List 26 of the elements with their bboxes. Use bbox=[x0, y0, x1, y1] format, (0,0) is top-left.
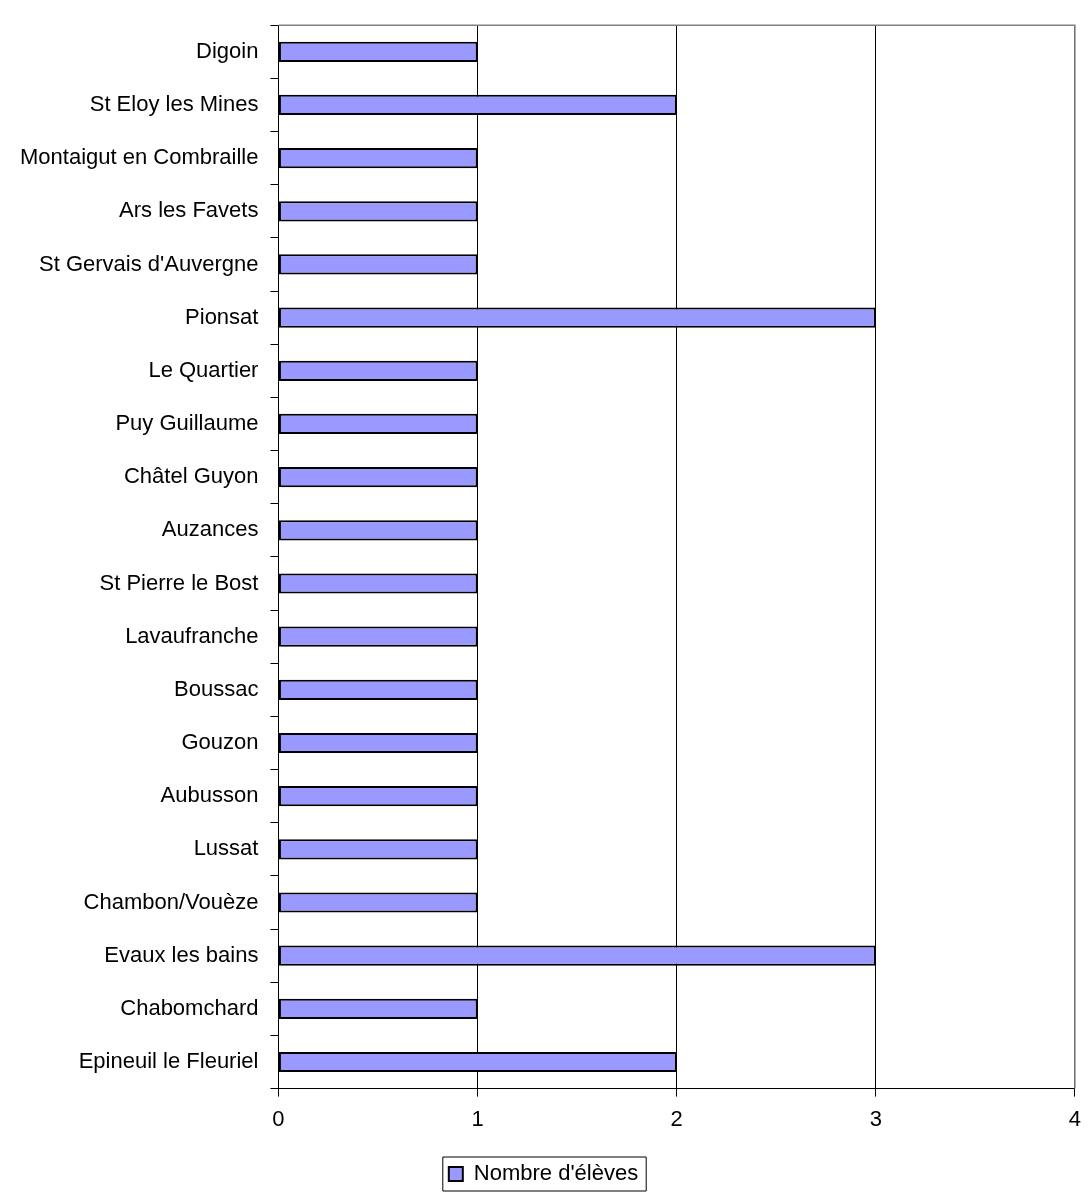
y-tick-label: Auzances bbox=[161, 516, 259, 542]
x-tick-label: 1 bbox=[471, 1105, 484, 1131]
y-tick-label: St Gervais d'Auvergne bbox=[39, 250, 259, 276]
y-tick-label: Epineuil le Fleuriel bbox=[78, 1048, 259, 1074]
y-tick-label: Boussac bbox=[174, 675, 259, 701]
x-tick-label: 3 bbox=[869, 1105, 882, 1131]
y-tick-label: St Eloy les Mines bbox=[89, 91, 259, 117]
y-tick-label: Aubusson bbox=[160, 782, 259, 808]
y-tick-label: Montaigut en Combraille bbox=[19, 144, 259, 170]
x-tick-label: 4 bbox=[1068, 1105, 1082, 1131]
x-tick-label: 2 bbox=[670, 1105, 683, 1131]
legend-label: Nombre d'élèves bbox=[473, 1160, 639, 1186]
y-tick-label: Chambon/Vouèze bbox=[83, 888, 259, 914]
y-tick-label: Le Quartier bbox=[148, 356, 259, 382]
y-tick-label: Lavaufranche bbox=[125, 622, 259, 648]
y-tick-label: Pionsat bbox=[185, 303, 259, 329]
y-tick-label: Evaux les bains bbox=[104, 941, 259, 967]
y-tick-label: Digoin bbox=[196, 37, 259, 63]
y-tick-label: Lussat bbox=[193, 835, 259, 861]
y-tick-label: Chabomchard bbox=[120, 994, 259, 1020]
y-tick-label: Ars les Favets bbox=[119, 197, 259, 223]
y-tick-label: Gouzon bbox=[181, 729, 259, 755]
y-tick-label: Châtel Guyon bbox=[123, 463, 259, 489]
x-tick-label: 0 bbox=[272, 1105, 285, 1131]
y-tick-label: St Pierre le Bost bbox=[99, 569, 259, 595]
y-tick-label: Puy Guillaume bbox=[115, 410, 259, 436]
